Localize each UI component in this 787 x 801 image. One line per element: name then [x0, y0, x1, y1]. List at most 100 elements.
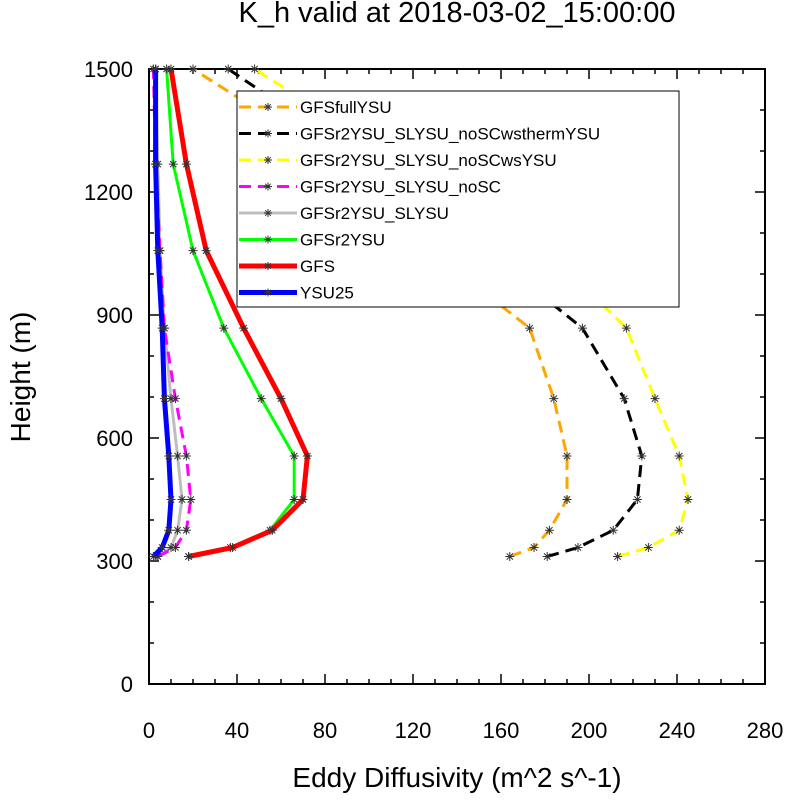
y-tick-label: 0 [121, 672, 133, 697]
data-point-marker [151, 159, 161, 169]
legend-label: GFSr2YSU [300, 231, 385, 250]
data-point-marker [298, 495, 308, 504]
data-point-marker [505, 551, 515, 561]
y-tick-label: 1500 [84, 57, 133, 82]
legend-marker [264, 129, 272, 138]
legend-label: GFSr2YSU_SLYSU [300, 204, 449, 223]
data-point-marker [276, 394, 286, 404]
legend-marker [264, 156, 272, 164]
x-tick-label: 200 [571, 718, 608, 743]
data-point-marker [267, 525, 277, 535]
y-tick-label: 600 [96, 426, 133, 451]
data-point-marker [637, 451, 647, 461]
x-tick-label: 160 [483, 718, 520, 743]
legend-box [236, 90, 680, 308]
data-point-marker [608, 525, 618, 535]
y-tick-label: 900 [96, 303, 133, 328]
data-point-marker [577, 323, 587, 333]
data-point-marker [153, 246, 163, 256]
data-point-marker [164, 451, 174, 461]
data-point-marker [166, 495, 176, 504]
data-point-marker [168, 159, 178, 169]
data-point-marker [186, 495, 196, 504]
data-point-marker [289, 495, 299, 504]
legend-label: YSU25 [300, 284, 354, 303]
chart-title: K_h valid at 2018-03-02_15:00:00 [239, 0, 676, 29]
data-point-marker [650, 394, 660, 404]
series-layer [148, 64, 693, 561]
legend-marker [264, 288, 272, 297]
x-tick-label: 40 [225, 718, 249, 743]
data-point-marker [632, 495, 642, 504]
x-tick-label: 240 [659, 718, 696, 743]
data-point-marker [542, 551, 552, 561]
data-point-marker [573, 542, 583, 552]
data-point-marker [302, 451, 312, 461]
data-point-marker [549, 394, 559, 404]
data-point-marker [619, 394, 629, 404]
data-point-marker [643, 542, 653, 552]
data-point-marker [170, 542, 180, 552]
data-point-marker [674, 525, 684, 535]
data-point-marker [164, 525, 174, 535]
x-axis-title: Eddy Diffusivity (m^2 s^-1) [292, 762, 621, 793]
data-point-marker [256, 394, 266, 404]
data-point-marker [544, 525, 554, 535]
data-point-marker [562, 495, 572, 504]
legend-label: GFSr2YSU_SLYSU_noSCwsYSU [300, 151, 557, 170]
data-point-marker [188, 64, 198, 74]
series-line [151, 69, 174, 559]
data-point-marker [157, 542, 167, 552]
data-point-marker [613, 551, 623, 561]
data-point-marker [166, 64, 176, 74]
legend-label: GFSr2YSU_SLYSU_noSC [300, 178, 501, 197]
data-point-marker [157, 323, 167, 333]
legend-marker [264, 209, 272, 217]
data-point-marker [177, 495, 187, 504]
data-point-marker [562, 451, 572, 461]
x-tick-label: 80 [313, 718, 337, 743]
series-6 [166, 64, 312, 561]
series-line [168, 68, 310, 559]
data-point-marker [683, 495, 693, 504]
data-point-marker [188, 246, 198, 256]
legend-label: GFS [300, 257, 335, 276]
data-point-marker [151, 64, 161, 74]
data-point-marker [525, 323, 535, 333]
data-point-marker [184, 551, 194, 561]
legend-marker [264, 235, 272, 244]
data-point-marker [289, 451, 299, 461]
data-point-marker [173, 525, 183, 535]
legend: GFSfullYSU GFSr2YSU_SLYSU_noSCwsthermYSU G… [236, 90, 680, 308]
legend-marker [264, 262, 272, 270]
data-point-marker [201, 246, 211, 256]
legend-marker [264, 182, 272, 191]
legend-label: GFSfullYSU [300, 98, 392, 117]
data-point-marker [219, 323, 229, 333]
data-point-marker [621, 323, 631, 333]
y-tick-label: 300 [96, 549, 133, 574]
axes-group: 0 40 80 120 160 200 240 280 0 300 600 900 1200 1500 [84, 57, 783, 743]
data-point-marker [173, 451, 183, 461]
data-point-marker [181, 159, 191, 169]
x-tick-label: 120 [395, 718, 432, 743]
x-tick-label: 280 [747, 718, 784, 743]
data-point-marker [674, 451, 684, 461]
y-tick-label: 1200 [84, 180, 133, 205]
data-point-marker [181, 451, 191, 461]
data-point-marker [181, 525, 191, 535]
x-tick-label: 0 [143, 718, 155, 743]
series-7 [148, 64, 176, 561]
data-point-marker [159, 394, 169, 404]
y-axis-title: Height (m) [5, 312, 36, 443]
data-point-marker [148, 551, 158, 561]
data-point-marker [223, 64, 233, 74]
data-point-marker [250, 64, 260, 74]
data-point-marker [228, 542, 238, 552]
data-point-marker [170, 394, 180, 404]
data-point-marker [529, 542, 539, 552]
legend-marker [264, 103, 272, 111]
data-point-marker [239, 323, 249, 333]
legend-label: GFSr2YSU_SLYSU_noSCwsthermYSU [300, 125, 600, 144]
